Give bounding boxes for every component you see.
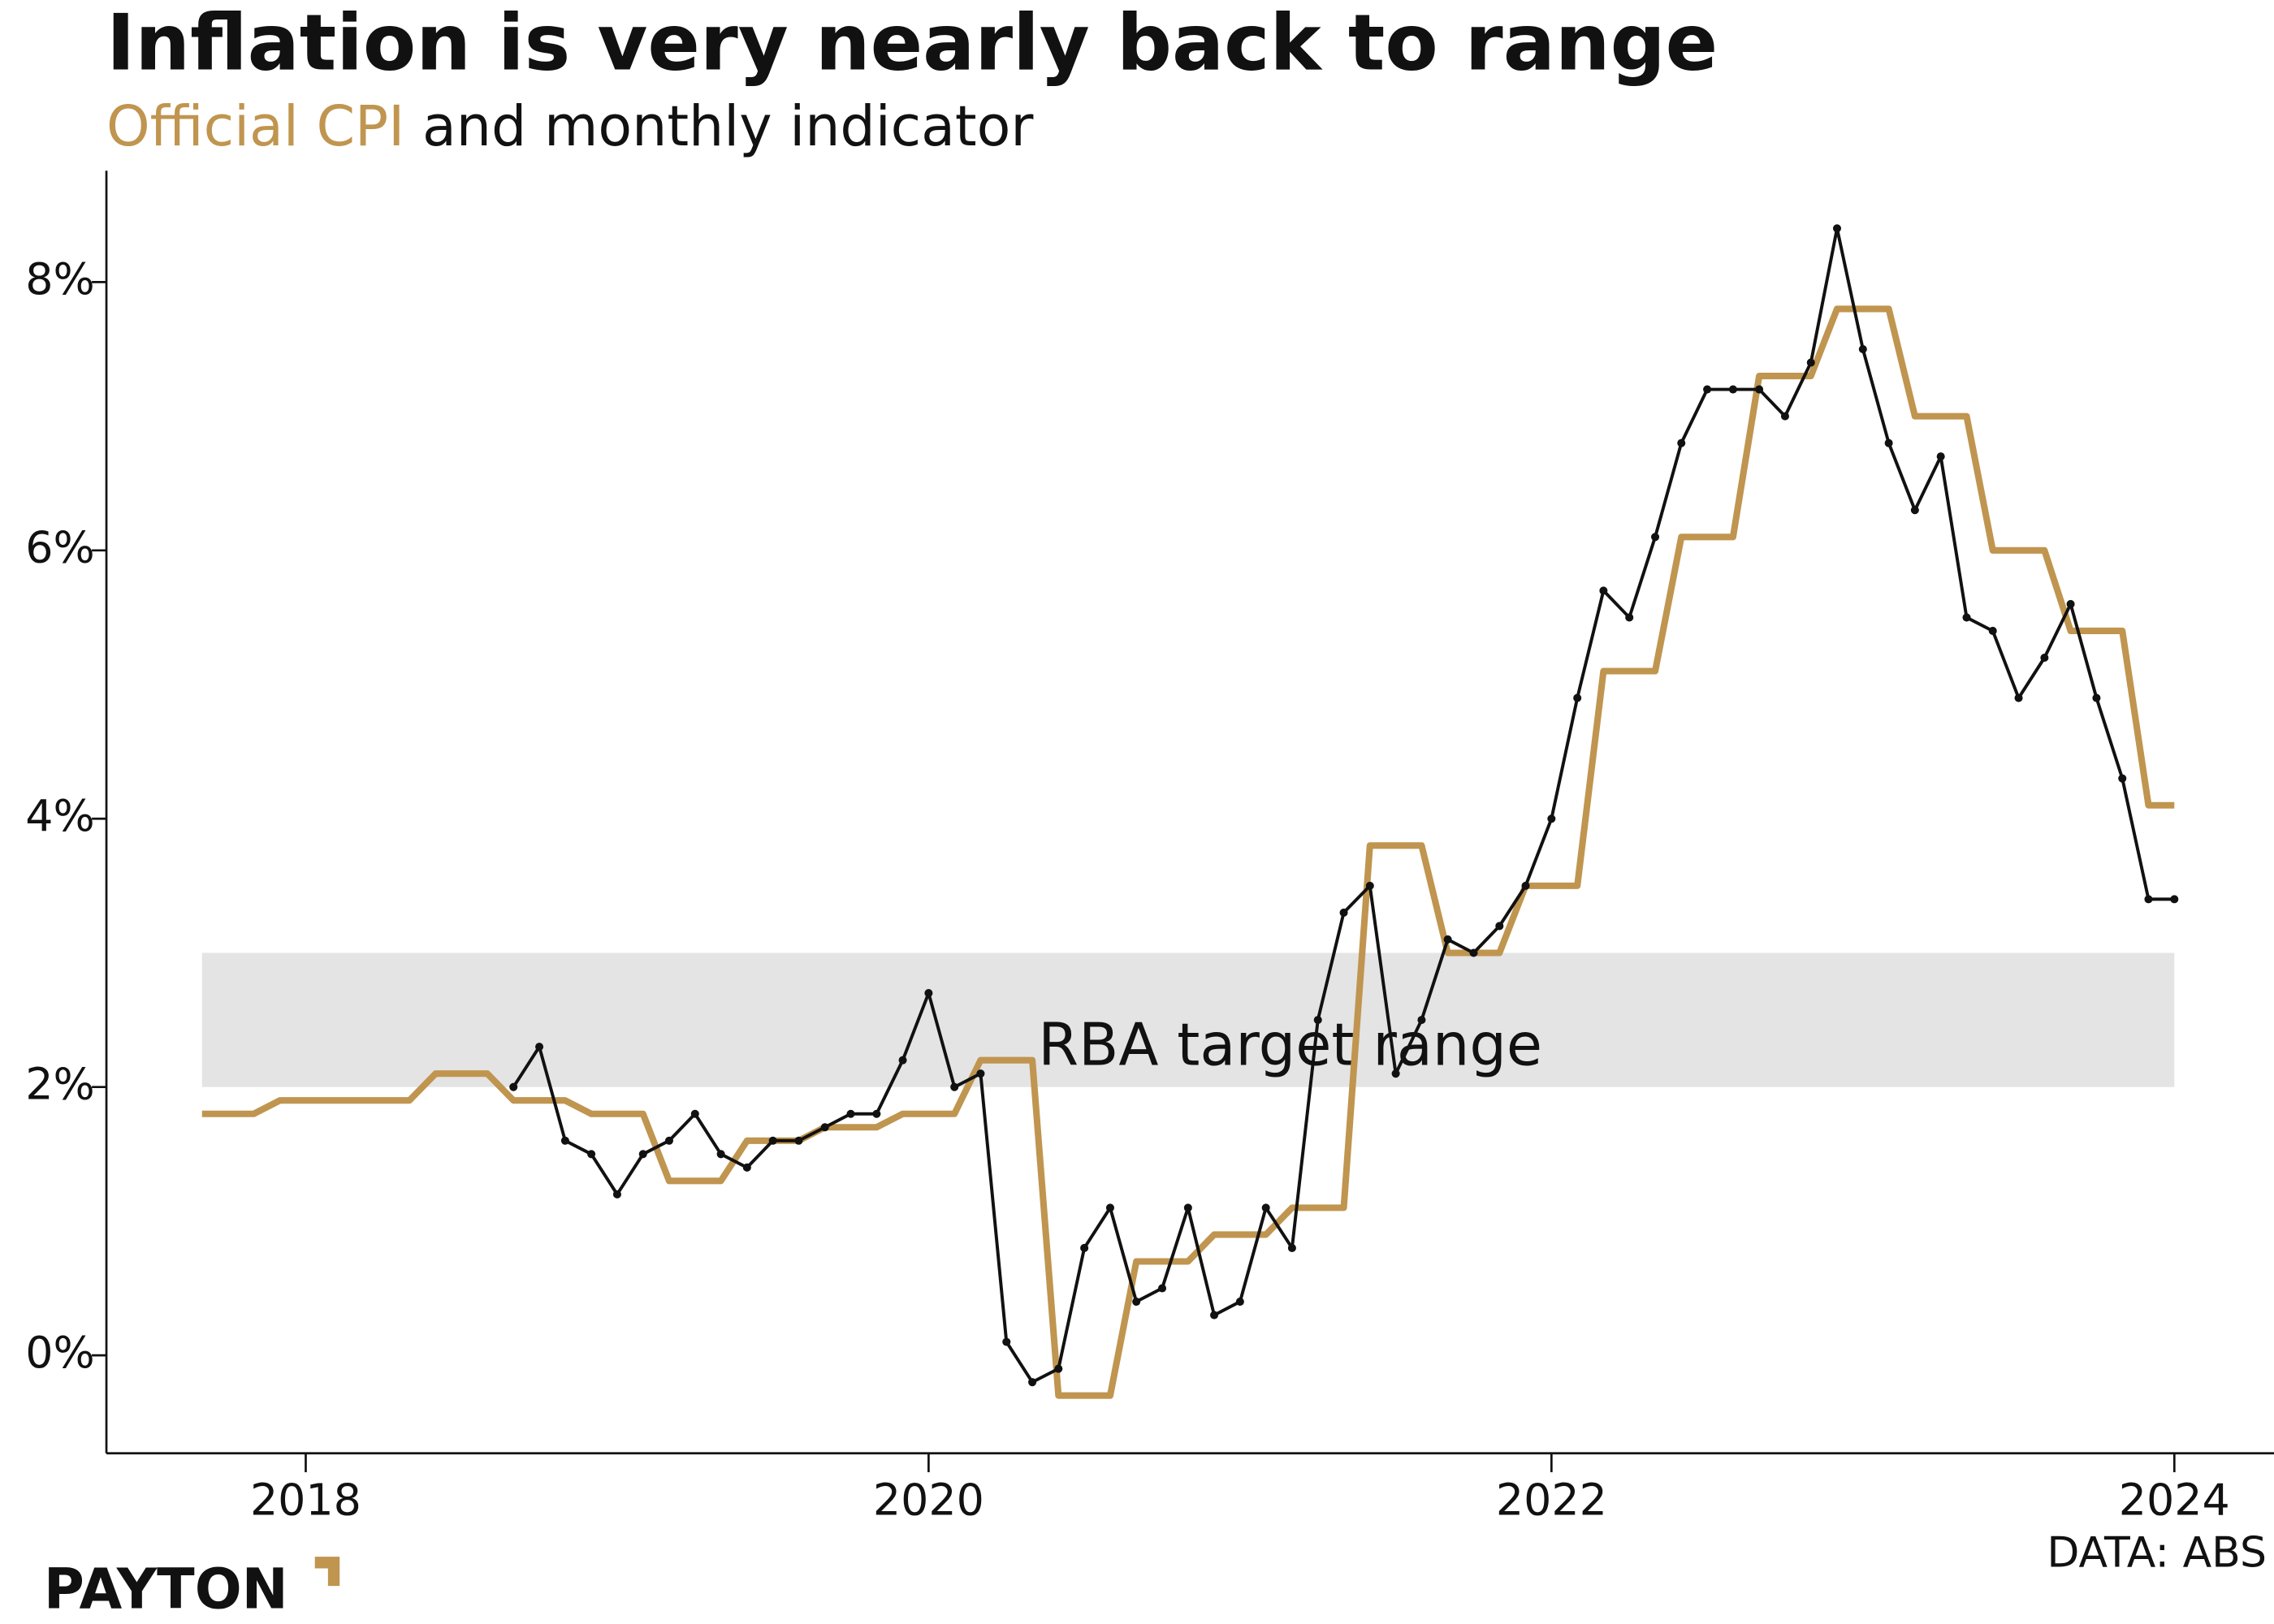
target-band [201, 952, 2175, 1087]
series-point [1651, 533, 1660, 542]
series-point [924, 989, 933, 998]
series-point [2144, 895, 2153, 904]
series-point [976, 1069, 985, 1078]
series-point [820, 1123, 829, 1132]
series-point [1287, 1243, 1296, 1252]
brand-logo: PAYTON [44, 1558, 288, 1622]
subtitle-joiner: and [422, 95, 526, 159]
series-point [2118, 774, 2127, 783]
series-point [1547, 814, 1556, 823]
series-point [1339, 908, 1348, 917]
series-line [201, 305, 2175, 1399]
series-point [1703, 385, 1712, 394]
series-point [638, 1150, 647, 1159]
series-point [1521, 881, 1530, 890]
x-tick-label: 2022 [1496, 1474, 1607, 1525]
series-point [1832, 224, 1842, 233]
series-point [1235, 1298, 1244, 1307]
series-point [612, 1190, 621, 1199]
series-point [1157, 1284, 1167, 1293]
y-tick-label: 6% [25, 521, 94, 572]
series-point [1910, 506, 1919, 515]
chart-title: Inflation is very nearly back to range [106, 0, 1718, 88]
series-point [846, 1109, 855, 1118]
series-point [1988, 626, 1997, 635]
y-tick-label: 0% [25, 1327, 94, 1378]
series-point [1599, 586, 1608, 595]
y-tick-label: 8% [25, 253, 94, 304]
series-point [1028, 1378, 1037, 1387]
series-point [1183, 1203, 1192, 1212]
series-point [1858, 344, 1867, 354]
subtitle-series: Official CPI [106, 95, 404, 159]
series-point [1495, 922, 1504, 931]
series-point [1884, 438, 1893, 447]
series-point [1054, 1364, 1063, 1373]
series-point [690, 1109, 699, 1118]
series-point [509, 1082, 518, 1091]
series-point [535, 1043, 544, 1052]
series-point [2092, 693, 2101, 702]
subtitle-series: monthly indicator [544, 95, 1034, 159]
plot-area: RBA target range [201, 224, 2179, 1399]
series-point [2014, 693, 2023, 702]
x-tick-label: 2018 [250, 1474, 361, 1525]
series-point [872, 1109, 881, 1118]
series-point [1469, 948, 1478, 957]
series-point [1625, 613, 1634, 622]
series-point [1417, 1016, 1426, 1025]
series-point [1080, 1243, 1089, 1252]
series-point [1002, 1337, 1011, 1346]
series-point [1728, 385, 1737, 394]
series-point [1365, 881, 1374, 890]
series-point [1391, 1069, 1400, 1078]
x-tick-label: 2024 [2119, 1474, 2230, 1525]
series-point [1677, 438, 1686, 447]
series-point [716, 1150, 725, 1159]
series-point [1132, 1298, 1141, 1307]
series-point [1755, 385, 1764, 394]
series-point [1573, 693, 1582, 702]
series-point [1261, 1203, 1270, 1212]
series-point [2066, 599, 2075, 608]
series-point [1210, 1311, 1219, 1320]
series-point [1780, 412, 1789, 421]
source: DATA: ABS [2047, 1528, 2267, 1577]
series-point [587, 1150, 596, 1159]
series-point [1313, 1016, 1322, 1025]
series-point [664, 1136, 673, 1145]
series-point [742, 1163, 751, 1172]
series-point [1962, 613, 1971, 622]
series-point [1443, 935, 1452, 944]
chart-subtitle: Official CPI and monthly indicator [106, 95, 1034, 159]
series-point [950, 1082, 959, 1091]
band-label: RBA target range [1038, 1011, 1542, 1079]
y-tick-label: 2% [25, 1058, 94, 1109]
series-point [898, 1056, 907, 1065]
y-tick-label: 4% [25, 790, 94, 841]
series-point [560, 1136, 569, 1145]
series-point [794, 1136, 803, 1145]
series-point [1105, 1203, 1114, 1212]
series-point [1806, 358, 1815, 367]
series-point [2040, 653, 2049, 663]
series-point [768, 1136, 777, 1145]
brand-mark [314, 1557, 340, 1587]
series-point [1936, 452, 1945, 461]
x-tick-label: 2020 [873, 1474, 984, 1525]
series-point [2170, 895, 2179, 904]
